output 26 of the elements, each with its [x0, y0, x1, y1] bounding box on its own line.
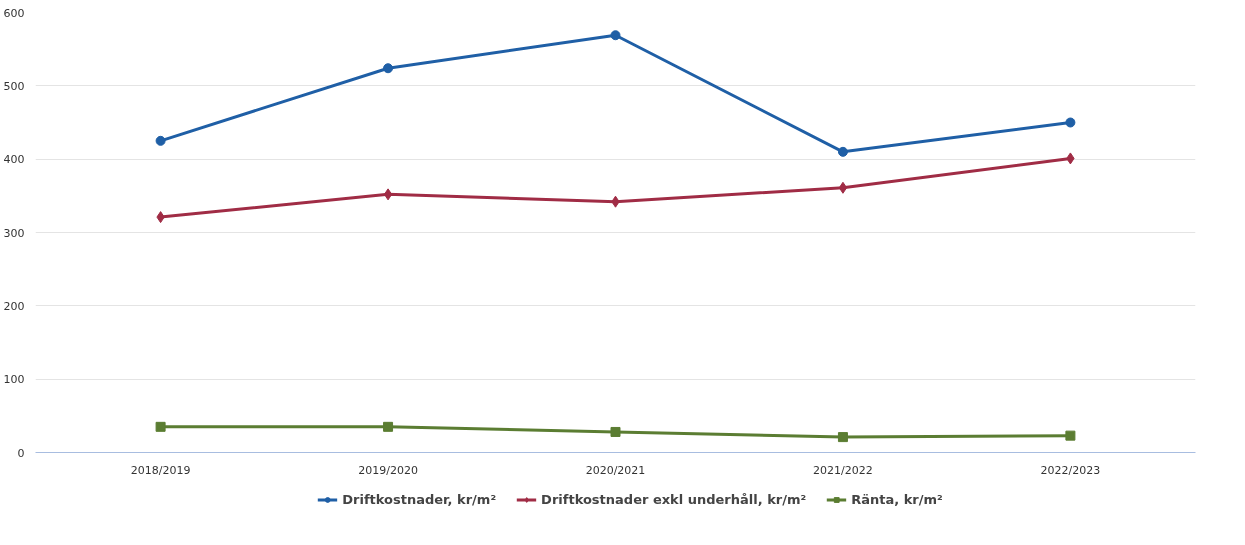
- legend-label: Driftkostnader, kr/m²: [342, 491, 497, 507]
- point: [155, 135, 166, 146]
- point: [383, 421, 394, 432]
- point: [837, 432, 848, 443]
- y-tick-label: 0: [17, 446, 25, 460]
- y-tick-label: 100: [3, 373, 25, 387]
- x-tick-label: 2022/2023: [1040, 463, 1101, 477]
- point: [610, 30, 621, 41]
- y-tick-label: 300: [3, 226, 25, 240]
- point: [1065, 430, 1076, 441]
- legend-label: Driftkostnader exkl underhåll, kr/m²: [541, 491, 807, 507]
- point: [837, 146, 848, 157]
- point: [610, 426, 621, 437]
- point: [155, 421, 166, 432]
- point: [838, 181, 848, 194]
- y-tick-label: 500: [3, 79, 25, 93]
- x-tick-label: 2019/2020: [358, 463, 418, 477]
- point: [383, 63, 394, 74]
- y-tick-label: 600: [3, 6, 25, 20]
- legend-label: Ränta, kr/m²: [851, 491, 943, 507]
- x-tick-label: 2018/2019: [130, 463, 191, 477]
- y-tick-label: 400: [3, 153, 25, 167]
- x-tick-label: 2020/2021: [585, 463, 646, 477]
- y-tick-label: 200: [3, 299, 25, 313]
- x-tick-label: 2021/2022: [813, 463, 873, 477]
- point: [1065, 117, 1076, 128]
